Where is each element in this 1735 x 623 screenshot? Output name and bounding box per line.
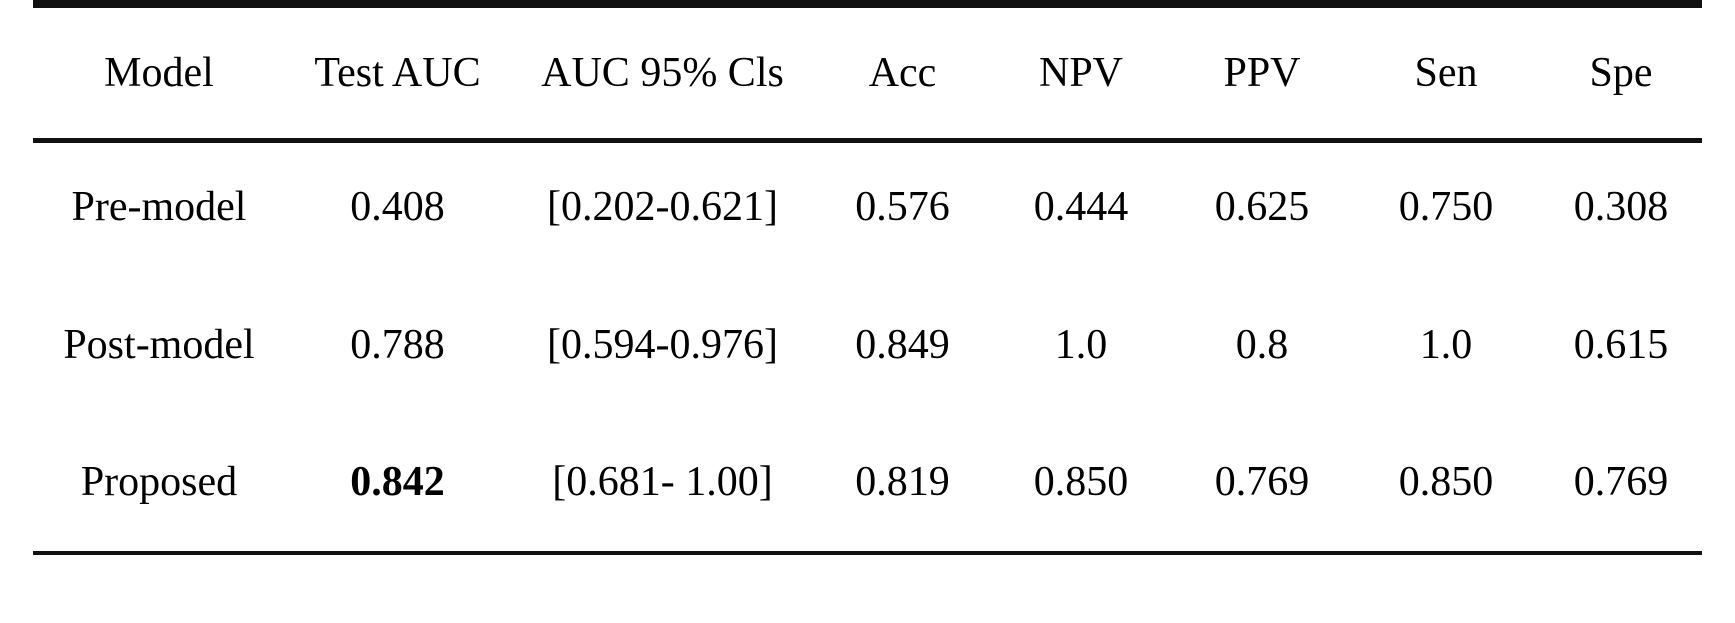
- table-cell: Proposed: [80, 459, 238, 505]
- column-header-sen: Sen: [1414, 50, 1478, 96]
- table-cell: 0.576: [855, 184, 950, 230]
- table-header-rule: [33, 138, 1702, 143]
- column-header-spe: Spe: [1589, 50, 1653, 96]
- table-cell: 0.849: [855, 321, 950, 368]
- column-header-ppv: PPV: [1223, 50, 1301, 96]
- table-cell: Pre-model: [71, 184, 247, 230]
- column-header-test-auc: Test AUC: [314, 50, 481, 96]
- table-cell: 0.819: [855, 459, 950, 505]
- table-cell: 0.769: [1573, 459, 1669, 505]
- table-cell: [0.681- 1.00]: [552, 459, 773, 505]
- table-cell: 0.850: [1033, 459, 1129, 505]
- table-cell: 0.850: [1398, 459, 1494, 505]
- column-header-acc: Acc: [868, 50, 937, 96]
- results-table: Model Test AUC AUC 95% Cls Acc NPV PPV S…: [33, 8, 1702, 551]
- table-top-rule: [33, 0, 1702, 8]
- table-cell: 0.615: [1573, 321, 1669, 368]
- table-cell-best-auc: 0.842: [350, 459, 445, 505]
- table-cell: 0.625: [1214, 184, 1310, 230]
- table-cell: 0.769: [1214, 459, 1310, 505]
- table-cell: 0.408: [350, 184, 445, 230]
- table-cell: 1.0: [1419, 321, 1473, 368]
- table-cell: 0.444: [1033, 184, 1129, 230]
- table-cell: 0.308: [1573, 184, 1669, 230]
- table-bottom-rule: [33, 551, 1702, 555]
- table-cell: Post-model: [63, 321, 255, 368]
- table-cell: 1.0: [1054, 321, 1108, 368]
- table-cell: 0.8: [1235, 321, 1289, 368]
- column-header-auc-95-cls: AUC 95% Cls: [541, 50, 784, 96]
- table-cell: [0.202-0.621]: [547, 184, 778, 230]
- table-cell: 0.750: [1398, 184, 1494, 230]
- table-cell: 0.788: [350, 321, 445, 368]
- column-header-model: Model: [104, 50, 214, 96]
- table-cell: [0.594-0.976]: [547, 321, 778, 368]
- column-header-npv: NPV: [1038, 50, 1124, 96]
